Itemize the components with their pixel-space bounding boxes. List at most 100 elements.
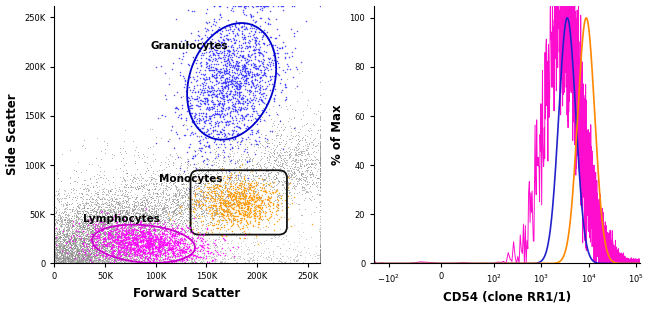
Point [74, 252, 85, 257]
Point [80, 252, 90, 256]
Point [56, 261, 66, 266]
Point [204, 57, 214, 62]
Point [149, 257, 159, 262]
Point [181, 186, 191, 191]
Point [209, 260, 220, 265]
Point [53, 243, 63, 248]
Point [222, 70, 233, 75]
Point [69, 235, 79, 240]
Point [94, 219, 105, 224]
Point [49, 210, 60, 215]
Point [242, 40, 253, 44]
Point [116, 231, 126, 235]
Point [49, 249, 60, 254]
Point [69, 215, 79, 220]
Point [128, 220, 138, 225]
Point [49, 243, 60, 248]
Point [108, 214, 118, 219]
Point [128, 256, 138, 261]
Point [85, 239, 96, 244]
Point [247, 81, 257, 86]
Point [60, 238, 71, 243]
Point [204, 176, 214, 181]
Point [79, 239, 90, 244]
Point [108, 233, 118, 238]
Point [77, 255, 88, 260]
Point [84, 226, 94, 231]
Point [90, 255, 100, 260]
Point [133, 260, 144, 265]
Point [227, 84, 237, 89]
Point [141, 209, 151, 214]
Point [157, 243, 168, 248]
Point [110, 258, 120, 263]
Point [309, 166, 320, 171]
Point [176, 204, 187, 209]
Point [72, 252, 82, 257]
Point [197, 210, 207, 215]
Point [57, 239, 68, 244]
Point [234, 199, 244, 204]
Point [132, 260, 142, 265]
Point [300, 137, 310, 142]
Point [71, 219, 81, 224]
Point [136, 176, 147, 180]
Point [60, 223, 71, 228]
Point [56, 252, 66, 257]
Point [124, 254, 135, 259]
Point [151, 245, 161, 250]
Point [133, 243, 143, 248]
Point [90, 253, 101, 258]
Point [112, 226, 122, 231]
Point [201, 114, 211, 119]
Point [246, 167, 257, 171]
Point [62, 260, 73, 265]
Point [66, 251, 76, 256]
Point [153, 206, 164, 211]
Point [117, 202, 127, 207]
Point [160, 195, 170, 200]
Point [200, 100, 210, 105]
Point [83, 216, 93, 221]
Point [274, 33, 285, 38]
Point [58, 249, 69, 254]
Point [219, 201, 229, 205]
Point [60, 251, 70, 256]
Point [65, 236, 75, 241]
Point [281, 172, 292, 177]
Point [73, 229, 83, 234]
Point [226, 80, 237, 85]
Point [187, 235, 197, 240]
Point [261, 210, 271, 215]
Point [231, 32, 242, 36]
Point [49, 261, 60, 266]
Point [124, 254, 135, 259]
Point [222, 67, 233, 72]
Point [162, 256, 172, 261]
Point [183, 186, 194, 191]
Point [72, 233, 82, 238]
Point [118, 197, 128, 202]
Point [200, 29, 211, 34]
Point [91, 261, 101, 266]
Point [96, 209, 106, 214]
Point [104, 237, 114, 242]
Point [49, 218, 60, 223]
Point [183, 245, 193, 250]
Point [137, 206, 148, 211]
Point [94, 244, 105, 249]
Point [64, 261, 75, 266]
Point [98, 250, 109, 255]
Point [114, 210, 125, 215]
Point [167, 247, 177, 252]
Point [143, 217, 153, 222]
Point [81, 253, 91, 258]
Point [265, 56, 275, 61]
Point [218, 197, 229, 202]
Point [235, 106, 246, 111]
Point [159, 236, 170, 241]
Point [129, 235, 139, 239]
Point [109, 243, 120, 248]
Point [242, 89, 252, 94]
Point [239, 182, 249, 187]
